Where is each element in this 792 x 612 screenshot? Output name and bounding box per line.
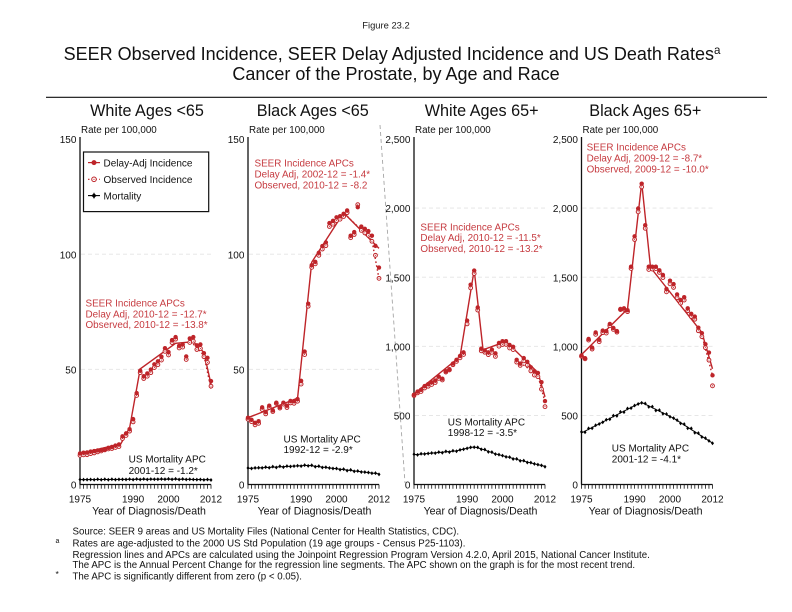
svg-text:2000: 2000 <box>325 495 348 506</box>
svg-text:0: 0 <box>572 481 578 492</box>
svg-text:US Mortality APC: US Mortality APC <box>612 443 689 454</box>
svg-text:Cancer of the Prostate, by Age: Cancer of the Prostate, by Age and Race <box>232 64 559 84</box>
svg-text:White Ages <65: White Ages <65 <box>90 102 204 120</box>
svg-text:*: * <box>56 569 60 579</box>
svg-text:Black Ages <65: Black Ages <65 <box>257 102 369 120</box>
svg-text:2000: 2000 <box>157 495 180 506</box>
svg-text:1990: 1990 <box>290 495 313 506</box>
svg-text:1990: 1990 <box>623 495 646 506</box>
svg-text:1975: 1975 <box>403 495 426 506</box>
svg-text:1975: 1975 <box>69 495 92 506</box>
svg-text:Rate per 100,000: Rate per 100,000 <box>415 125 491 136</box>
svg-text:SEER Observed Incidence, SEER: SEER Observed Incidence, SEER Delay Adju… <box>64 44 721 64</box>
svg-text:Delay Adj, 2002-12 = -1.4*: Delay Adj, 2002-12 = -1.4* <box>255 170 371 181</box>
svg-text:SEER Incidence APCs: SEER Incidence APCs <box>86 299 185 310</box>
svg-text:50: 50 <box>233 365 245 376</box>
svg-text:1,500: 1,500 <box>385 273 410 284</box>
svg-text:Figure 23.2: Figure 23.2 <box>362 20 409 31</box>
svg-text:Year of Diagnosis/Death: Year of Diagnosis/Death <box>424 506 538 518</box>
svg-text:Observed, 2010-12 = -13.2*: Observed, 2010-12 = -13.2* <box>420 244 542 255</box>
svg-text:The APC is the Annual Percent: The APC is the Annual Percent Change for… <box>73 560 636 571</box>
svg-text:SEER Incidence APCs: SEER Incidence APCs <box>587 143 686 154</box>
svg-text:2,000: 2,000 <box>553 204 578 215</box>
svg-text:Source: SEER 9 areas and US Mo: Source: SEER 9 areas and US Mortality Fi… <box>73 527 460 538</box>
svg-text:US Mortality APC: US Mortality APC <box>129 455 206 466</box>
svg-text:150: 150 <box>60 135 77 146</box>
svg-text:0: 0 <box>71 481 77 492</box>
svg-text:Rates are age-adjusted to the: Rates are age-adjusted to the 2000 US St… <box>73 538 466 549</box>
svg-text:2,500: 2,500 <box>553 135 578 146</box>
svg-text:US Mortality APC: US Mortality APC <box>448 418 525 429</box>
svg-text:Delay Adj, 2010-12 = -11.5*: Delay Adj, 2010-12 = -11.5* <box>420 233 540 244</box>
svg-text:500: 500 <box>561 412 578 423</box>
svg-text:SEER Incidence APCs: SEER Incidence APCs <box>255 159 354 170</box>
svg-text:Observed, 2010-12 = -13.8*: Observed, 2010-12 = -13.8* <box>86 320 208 331</box>
svg-text:Delay Adj, 2009-12 = -8.7*: Delay Adj, 2009-12 = -8.7* <box>587 154 703 165</box>
svg-text:Mortality: Mortality <box>104 191 142 202</box>
svg-text:1,000: 1,000 <box>385 342 410 353</box>
svg-text:100: 100 <box>228 250 245 261</box>
svg-text:Delay-Adj Incidence: Delay-Adj Incidence <box>104 158 193 169</box>
svg-text:Year of Diagnosis/Death: Year of Diagnosis/Death <box>589 506 703 518</box>
svg-text:1,500: 1,500 <box>553 273 578 284</box>
svg-text:2,500: 2,500 <box>385 135 410 146</box>
svg-text:US Mortality APC: US Mortality APC <box>284 434 361 445</box>
svg-text:Black Ages 65+: Black Ages 65+ <box>589 102 701 120</box>
svg-text:Rate per 100,000: Rate per 100,000 <box>249 125 325 136</box>
svg-text:Delay Adj, 2010-12 = -12.7*: Delay Adj, 2010-12 = -12.7* <box>86 310 207 321</box>
svg-text:a: a <box>56 538 60 545</box>
svg-text:Year of Diagnosis/Death: Year of Diagnosis/Death <box>258 506 372 518</box>
svg-text:500: 500 <box>394 412 411 423</box>
svg-text:150: 150 <box>228 135 245 146</box>
svg-text:2012: 2012 <box>534 495 557 506</box>
svg-text:0: 0 <box>239 481 245 492</box>
svg-text:2012: 2012 <box>701 495 724 506</box>
svg-text:1975: 1975 <box>237 495 260 506</box>
svg-text:Observed Incidence: Observed Incidence <box>104 175 193 186</box>
svg-text:0: 0 <box>405 481 411 492</box>
svg-text:1975: 1975 <box>570 495 593 506</box>
svg-text:2000: 2000 <box>491 495 514 506</box>
svg-text:100: 100 <box>60 250 77 261</box>
svg-text:The APC is significantly diffe: The APC is significantly different from … <box>73 572 302 583</box>
svg-text:Rate per 100,000: Rate per 100,000 <box>81 125 157 136</box>
svg-text:2001-12 = -4.1*: 2001-12 = -4.1* <box>612 454 681 465</box>
svg-text:Rate per 100,000: Rate per 100,000 <box>583 125 659 136</box>
svg-text:1990: 1990 <box>122 495 145 506</box>
svg-text:Regression lines and APCs are: Regression lines and APCs are calculated… <box>73 550 650 561</box>
svg-text:50: 50 <box>65 365 77 376</box>
svg-text:2012: 2012 <box>368 495 391 506</box>
svg-text:1998-12 = -3.5*: 1998-12 = -3.5* <box>448 428 517 439</box>
svg-text:2012: 2012 <box>200 495 223 506</box>
svg-text:1,000: 1,000 <box>553 342 578 353</box>
svg-text:2001-12 = -1.2*: 2001-12 = -1.2* <box>129 466 198 477</box>
svg-text:2000: 2000 <box>659 495 682 506</box>
svg-text:2,000: 2,000 <box>385 204 410 215</box>
svg-text:SEER Incidence APCs: SEER Incidence APCs <box>420 222 519 233</box>
svg-text:Observed, 2009-12 = -10.0*: Observed, 2009-12 = -10.0* <box>587 164 709 175</box>
svg-text:Year of Diagnosis/Death: Year of Diagnosis/Death <box>92 506 206 518</box>
svg-text:White Ages 65+: White Ages 65+ <box>425 102 539 120</box>
svg-text:Observed, 2010-12 = -8.2: Observed, 2010-12 = -8.2 <box>255 180 368 191</box>
svg-text:1992-12 = -2.9*: 1992-12 = -2.9* <box>284 445 353 456</box>
svg-text:1990: 1990 <box>456 495 479 506</box>
